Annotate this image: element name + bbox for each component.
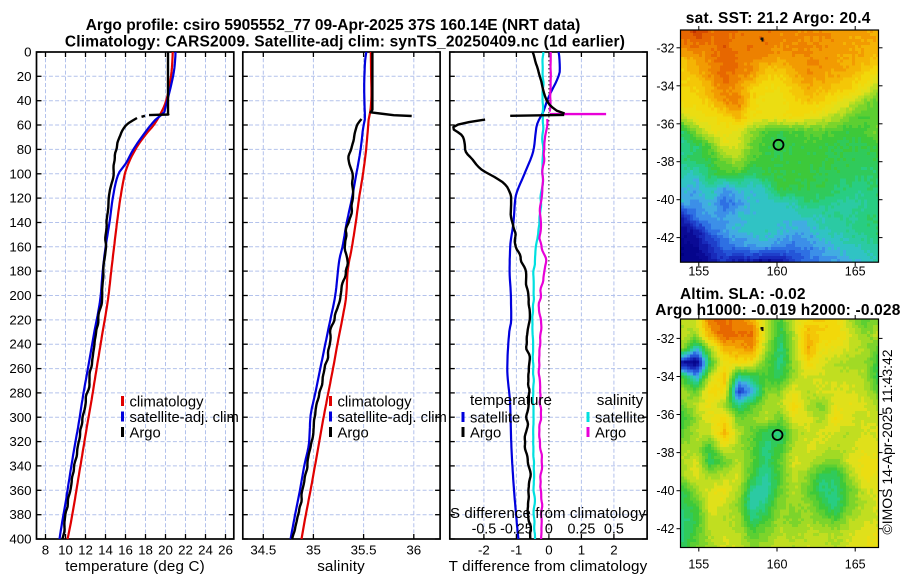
- svg-text:12: 12: [78, 543, 93, 558]
- svg-text:-34: -34: [656, 370, 674, 384]
- svg-text:-36: -36: [656, 117, 674, 131]
- svg-text:-1: -1: [510, 543, 522, 558]
- svg-text:-38: -38: [656, 446, 674, 460]
- svg-text:260: 260: [9, 361, 31, 376]
- svg-text:-40: -40: [656, 484, 674, 498]
- svg-text:400: 400: [9, 532, 31, 547]
- svg-text:satellite: satellite: [470, 410, 520, 426]
- svg-text:26: 26: [218, 543, 233, 558]
- svg-text:-42: -42: [656, 231, 674, 245]
- svg-text:40: 40: [17, 93, 32, 108]
- svg-text:satellite-adj. clim: satellite-adj. clim: [338, 410, 447, 426]
- svg-text:165: 165: [845, 265, 866, 279]
- svg-text:340: 340: [9, 458, 31, 473]
- svg-text:Argo: Argo: [130, 425, 161, 441]
- svg-text:60: 60: [17, 118, 32, 133]
- svg-text:Argo: Argo: [338, 425, 369, 441]
- svg-text:155: 155: [688, 265, 709, 279]
- svg-text:climatology: climatology: [130, 394, 205, 410]
- svg-text:-42: -42: [656, 522, 674, 536]
- svg-text:-0.5: -0.5: [472, 522, 497, 538]
- svg-text:-40: -40: [656, 193, 674, 207]
- svg-text:-36: -36: [656, 408, 674, 422]
- svg-text:35: 35: [306, 543, 321, 558]
- svg-text:220: 220: [9, 312, 31, 327]
- svg-text:2: 2: [610, 543, 617, 558]
- svg-text:Argo: Argo: [470, 425, 501, 441]
- svg-text:-32: -32: [656, 41, 674, 55]
- svg-text:240: 240: [9, 337, 31, 352]
- svg-text:0: 0: [545, 543, 552, 558]
- svg-text:280: 280: [9, 385, 31, 400]
- svg-text:360: 360: [9, 483, 31, 498]
- svg-text:320: 320: [9, 434, 31, 449]
- svg-text:80: 80: [17, 142, 32, 157]
- svg-text:20: 20: [158, 543, 173, 558]
- svg-text:180: 180: [9, 264, 31, 279]
- svg-text:120: 120: [9, 191, 31, 206]
- svg-text:165: 165: [845, 558, 866, 572]
- svg-text:-32: -32: [656, 332, 674, 346]
- svg-text:24: 24: [198, 543, 213, 558]
- svg-text:20: 20: [17, 69, 32, 84]
- svg-text:salinity: salinity: [317, 558, 365, 575]
- svg-text:155: 155: [688, 558, 709, 572]
- svg-text:18: 18: [138, 543, 153, 558]
- svg-text:34.5: 34.5: [250, 543, 276, 558]
- svg-text:sat. SST: 21.2 Argo: 20.4: sat. SST: 21.2 Argo: 20.4: [686, 10, 871, 27]
- svg-text:salinity: salinity: [597, 392, 644, 409]
- svg-text:160: 160: [9, 239, 31, 254]
- svg-text:-2: -2: [478, 543, 490, 558]
- svg-text:S difference from climatology: S difference from climatology: [450, 505, 646, 522]
- svg-text:8: 8: [42, 543, 49, 558]
- svg-text:160: 160: [767, 558, 788, 572]
- svg-text:36: 36: [406, 543, 421, 558]
- svg-text:temperature: temperature: [470, 392, 552, 409]
- svg-text:©IMOS 14-Apr-2025 11:43:42: ©IMOS 14-Apr-2025 11:43:42: [879, 349, 895, 534]
- svg-text:10: 10: [58, 543, 73, 558]
- svg-text:Climatology: CARS2009. Satelli: Climatology: CARS2009. Satellite-adj cli…: [65, 34, 625, 51]
- svg-text:0: 0: [24, 45, 31, 60]
- svg-text:temperature (deg C): temperature (deg C): [65, 558, 205, 575]
- svg-text:-0.25: -0.25: [500, 522, 533, 538]
- svg-text:Argo profile: csiro 5905552_77: Argo profile: csiro 5905552_77 09-Apr-20…: [86, 17, 581, 34]
- svg-text:Argo: Argo: [595, 425, 626, 441]
- svg-text:14: 14: [98, 543, 113, 558]
- svg-text:380: 380: [9, 507, 31, 522]
- svg-text:160: 160: [767, 265, 788, 279]
- svg-text:300: 300: [9, 410, 31, 425]
- svg-text:satellite-adj. clim: satellite-adj. clim: [130, 410, 239, 426]
- svg-text:climatology: climatology: [338, 394, 413, 410]
- svg-text:T difference from climatology: T difference from climatology: [449, 558, 648, 575]
- svg-text:1: 1: [578, 543, 585, 558]
- svg-text:0.25: 0.25: [567, 522, 595, 538]
- svg-text:0: 0: [545, 522, 553, 538]
- svg-text:22: 22: [178, 543, 193, 558]
- svg-text:35.5: 35.5: [351, 543, 377, 558]
- svg-text:-38: -38: [656, 155, 674, 169]
- svg-text:satellite: satellite: [595, 410, 645, 426]
- svg-text:-34: -34: [656, 79, 674, 93]
- svg-text:Altim. SLA: -0.02: Altim. SLA: -0.02: [680, 286, 806, 303]
- svg-text:16: 16: [118, 543, 133, 558]
- svg-text:200: 200: [9, 288, 31, 303]
- svg-text:100: 100: [9, 166, 31, 181]
- svg-text:140: 140: [9, 215, 31, 230]
- svg-text:0.5: 0.5: [604, 522, 624, 538]
- svg-text:Argo h1000: -0.019 h2000: -0.0: Argo h1000: -0.019 h2000: -0.028: [655, 302, 900, 319]
